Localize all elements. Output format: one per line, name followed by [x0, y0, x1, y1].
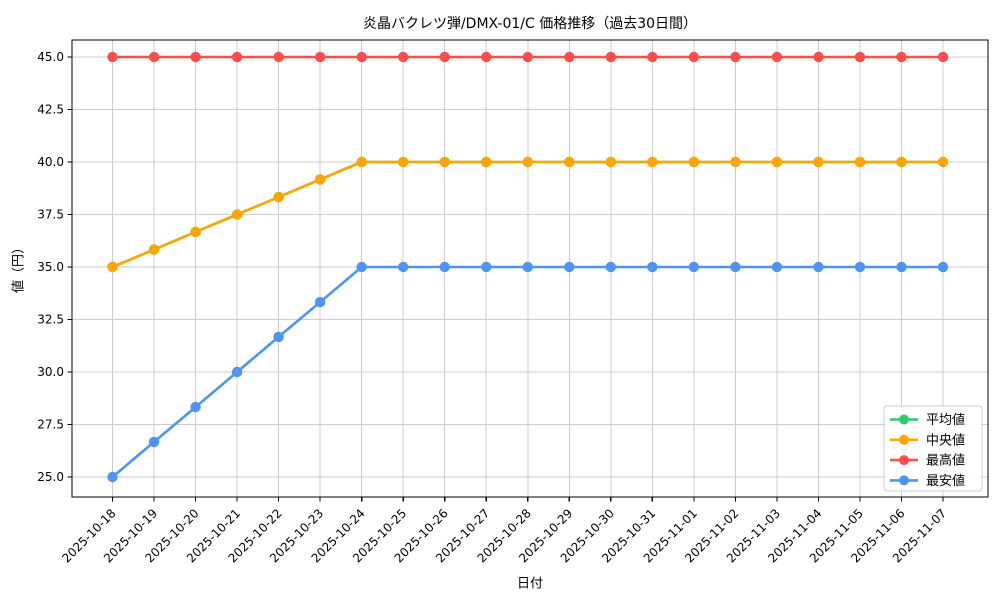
data-point-marker [314, 174, 326, 185]
data-point-marker [896, 261, 907, 273]
data-point-marker [564, 156, 575, 168]
data-point-marker [896, 156, 907, 168]
data-point-marker [107, 471, 118, 483]
data-point-marker [107, 261, 118, 273]
data-point-marker [231, 209, 243, 220]
data-point-marker [937, 51, 949, 63]
data-point-marker [397, 261, 409, 273]
data-point-marker [937, 261, 949, 273]
y-tick-label: 27.5 [37, 418, 64, 432]
tick-marks [67, 56, 944, 502]
y-tick-label: 35.0 [37, 260, 64, 274]
data-point-marker [854, 261, 866, 273]
data-point-marker [439, 156, 450, 168]
legend-item: 平均値 [890, 412, 965, 428]
data-point-marker [813, 51, 824, 63]
y-tick-label: 37.5 [37, 208, 64, 222]
data-point-marker [605, 261, 616, 273]
data-point-marker [190, 51, 201, 63]
y-tick-label: 32.5 [37, 313, 64, 327]
data-point-marker [190, 226, 201, 238]
data-point-marker [148, 436, 160, 448]
data-point-marker [439, 261, 450, 273]
data-point-marker [273, 51, 284, 63]
data-point-marker [564, 261, 575, 273]
data-point-marker [148, 51, 160, 63]
data-point-marker [356, 51, 367, 63]
data-point-marker [647, 51, 658, 63]
data-point-marker [813, 156, 824, 168]
data-point-marker [564, 51, 575, 63]
data-point-marker [688, 261, 700, 273]
data-point-marker [647, 156, 658, 168]
data-point-marker [397, 156, 409, 168]
series-1 [107, 156, 949, 273]
legend-label: 平均値 [926, 412, 965, 428]
data-point-marker [314, 51, 326, 63]
y-tick-label: 30.0 [37, 365, 64, 379]
data-point-marker [314, 296, 326, 308]
data-point-marker [771, 156, 783, 168]
data-point-marker [771, 261, 783, 273]
legend-box [883, 405, 983, 492]
data-point-marker [730, 51, 741, 63]
data-point-marker [522, 261, 533, 273]
y-tick-label: 25.0 [37, 470, 64, 484]
legend-label: 最安値 [926, 473, 965, 489]
data-point-marker [481, 261, 492, 273]
y-axis-label: 値（円） [11, 240, 27, 294]
data-point-marker [854, 156, 866, 168]
axes-spines [71, 39, 989, 498]
y-tick-label: 45.0 [37, 50, 64, 64]
data-point-marker [397, 51, 409, 63]
legend-item: 最高値 [890, 453, 965, 469]
y-tick-label: 40.0 [37, 155, 64, 169]
data-point-marker [605, 51, 616, 63]
data-point-marker [688, 156, 700, 168]
legend-swatch-marker [899, 414, 909, 425]
data-point-marker [605, 156, 616, 168]
legend-label: 中央値 [926, 432, 965, 448]
legend-label: 最高値 [926, 453, 965, 469]
data-point-marker [273, 191, 284, 203]
data-point-marker [439, 51, 450, 63]
y-tick-labels: 25.0 27.5 30.0 32.5 35.0 37.5 40.0 42.5 45.0 [37, 50, 64, 484]
data-point-marker [356, 261, 367, 273]
y-tick-label: 42.5 [37, 103, 64, 117]
legend-swatch-marker [899, 455, 909, 466]
legend-item: 中央値 [890, 432, 965, 448]
data-point-marker [356, 156, 367, 168]
x-axis-label: 日付 [516, 576, 544, 592]
data-point-marker [481, 156, 492, 168]
legend-swatch-marker [899, 434, 909, 445]
legend-swatch-marker [899, 475, 909, 486]
data-point-marker [231, 51, 243, 63]
data-point-marker [522, 156, 533, 168]
data-point-marker [107, 51, 118, 63]
data-point-marker [148, 244, 160, 255]
data-point-marker [937, 156, 949, 168]
data-point-marker [813, 261, 824, 273]
series-3 [107, 261, 949, 483]
chart-title: 炎晶バクレツ弾/DMX-01/C 価格推移（過去30日間） [362, 16, 698, 32]
x-tick-labels: 2025-10-182025-10-192025-10-202025-10-21… [59, 506, 949, 565]
series-2 [107, 51, 949, 63]
data-point-marker [273, 331, 284, 343]
data-point-marker [231, 366, 243, 378]
data-point-marker [896, 51, 907, 63]
data-point-marker [771, 51, 783, 63]
data-point-marker [190, 401, 201, 413]
data-point-marker [730, 261, 741, 273]
data-point-marker [730, 156, 741, 168]
data-point-marker [647, 261, 658, 273]
data-point-marker [854, 51, 866, 63]
legend-item: 最安値 [890, 473, 965, 489]
data-point-marker [481, 51, 492, 63]
data-point-marker [688, 51, 700, 63]
data-point-marker [522, 51, 533, 63]
